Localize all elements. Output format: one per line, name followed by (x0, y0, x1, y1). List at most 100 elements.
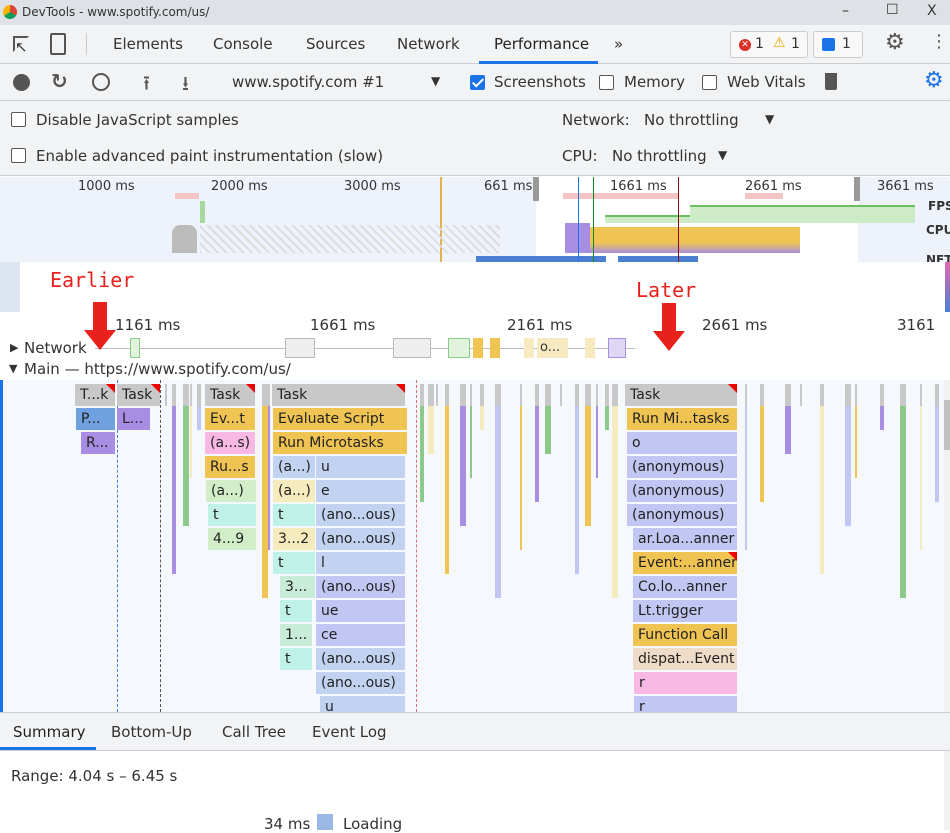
flame-slice[interactable] (268, 384, 270, 550)
screenshots-checkbox[interactable] (470, 75, 485, 90)
expand-triangle-icon[interactable]: ▶ (10, 341, 19, 354)
capture-settings-gear-icon[interactable]: ⚙ (924, 68, 944, 93)
inspect-element-icon[interactable]: ↖ (13, 36, 29, 56)
flame-slice[interactable] (855, 384, 857, 478)
close-button[interactable]: X (927, 3, 937, 19)
flame-slice[interactable] (545, 384, 551, 454)
flame-slice[interactable] (820, 384, 824, 574)
flame-slice[interactable] (190, 384, 192, 478)
flame-block[interactable]: 1... (280, 624, 312, 646)
flame-block[interactable]: u (316, 456, 405, 478)
flame-block[interactable]: (ano...ous) (316, 648, 405, 670)
flame-block[interactable]: (ano...ous) (316, 504, 405, 526)
flame-slice[interactable] (845, 384, 851, 526)
flame-block[interactable]: 3...2 (273, 528, 315, 550)
settings-gear-icon[interactable]: ⚙ (885, 30, 905, 55)
messages-badge[interactable]: 1 (813, 31, 863, 58)
flame-block[interactable]: Ev...t (205, 408, 255, 430)
flame-block[interactable]: t (273, 552, 315, 574)
flame-slice[interactable] (585, 384, 591, 526)
flame-slice[interactable] (575, 384, 579, 574)
reload-record-icon[interactable]: ↻ (51, 69, 68, 93)
collapse-triangle-icon[interactable]: ▼ (9, 362, 18, 375)
chevron-down-icon[interactable]: ▼ (718, 148, 728, 162)
flame-block[interactable]: t (280, 600, 312, 622)
flame-slice[interactable] (745, 384, 747, 550)
flame-slice[interactable] (785, 384, 791, 454)
tab-summary[interactable]: Summary (13, 723, 86, 741)
advanced-paint-checkbox[interactable] (11, 148, 26, 163)
main-track-header[interactable]: ▼ Main — https://www.spotify.com/us/ (0, 360, 945, 380)
flame-block[interactable]: Ru...s (205, 456, 255, 478)
timeline-overview[interactable]: 1000 ms 2000 ms 3000 ms 661 ms 1661 ms 2… (0, 177, 950, 262)
flame-slice[interactable] (520, 384, 522, 550)
flame-block[interactable]: Event:...anner (633, 552, 737, 574)
flame-block[interactable]: (ano...ous) (316, 576, 405, 598)
flame-block[interactable]: ce (316, 624, 405, 646)
flame-block[interactable]: P... (76, 408, 115, 430)
flame-block[interactable]: Evaluate Script (273, 408, 407, 430)
device-toolbar-icon[interactable] (50, 33, 66, 55)
flame-block[interactable]: Co.lo...anner (633, 576, 737, 598)
flame-slice[interactable] (900, 384, 906, 598)
selection-handle-right[interactable] (854, 177, 860, 201)
network-track[interactable]: ▶ Network o... (0, 338, 945, 360)
flame-scrollbar[interactable] (944, 380, 950, 712)
flame-slice[interactable] (165, 384, 167, 406)
tab-network[interactable]: Network (397, 35, 460, 53)
tab-event-log[interactable]: Event Log (312, 723, 387, 741)
flame-slice[interactable] (262, 384, 268, 598)
tab-call-tree[interactable]: Call Tree (222, 723, 287, 741)
record-button[interactable] (13, 74, 30, 91)
tab-sources[interactable]: Sources (306, 35, 366, 53)
flame-block[interactable]: Task (625, 384, 737, 406)
flame-block[interactable]: R... (81, 432, 115, 454)
flame-slice[interactable] (436, 384, 438, 406)
issues-badge[interactable]: ✕ 1 ⚠ 1 (730, 31, 808, 58)
chevron-down-icon[interactable]: ▼ (765, 112, 775, 126)
flame-block[interactable]: l (316, 552, 405, 574)
flame-slice[interactable] (460, 384, 466, 526)
flame-slice[interactable] (197, 384, 201, 430)
flame-block[interactable]: (anonymous) (627, 504, 737, 526)
flame-block[interactable]: (anonymous) (627, 480, 737, 502)
flame-block[interactable]: Task (272, 384, 405, 406)
tab-performance[interactable]: Performance (494, 35, 590, 53)
flame-slice[interactable] (596, 384, 598, 478)
flame-block[interactable]: (a...) (273, 456, 315, 478)
flame-block[interactable]: ar.Loa...anner (633, 528, 737, 550)
tab-elements[interactable]: Elements (113, 35, 183, 53)
trash-icon[interactable] (825, 73, 837, 90)
flame-block[interactable]: L... (117, 408, 150, 430)
flame-block[interactable]: (a...) (273, 480, 315, 502)
flame-block[interactable]: o (627, 432, 737, 454)
flame-slice[interactable] (612, 384, 618, 598)
maximize-button[interactable]: ☐ (886, 2, 899, 18)
flame-block[interactable]: Task (117, 384, 160, 406)
selection-handle-left[interactable] (533, 177, 539, 201)
flame-block[interactable]: (a...s) (205, 432, 255, 454)
flame-slice[interactable] (560, 384, 562, 406)
memory-checkbox[interactable] (599, 75, 614, 90)
flame-block[interactable]: Task (205, 384, 255, 406)
flame-block[interactable]: (anonymous) (627, 456, 737, 478)
flame-slice[interactable] (535, 384, 539, 502)
flame-block[interactable]: e (316, 480, 405, 502)
flame-block[interactable]: dispat...Event (633, 648, 737, 670)
flame-slice[interactable] (605, 384, 609, 430)
flame-slice[interactable] (935, 384, 939, 502)
flame-slice[interactable] (445, 384, 449, 574)
flame-slice[interactable] (470, 384, 472, 478)
flame-slice[interactable] (495, 384, 501, 598)
flame-block[interactable]: t (273, 504, 315, 526)
network-throttle-select[interactable]: No throttling (644, 111, 739, 129)
cpu-throttle-select[interactable]: No throttling (612, 147, 707, 165)
flame-slice[interactable] (172, 384, 176, 574)
summary-scrollbar[interactable] (944, 751, 950, 830)
clear-icon[interactable] (92, 73, 110, 91)
flame-block[interactable]: (a...) (206, 480, 256, 502)
upload-profile-icon[interactable]: ⭱ (143, 71, 150, 95)
flame-block[interactable]: u (320, 696, 405, 712)
chevron-down-icon[interactable]: ▼ (431, 74, 441, 88)
flame-block[interactable]: t (208, 504, 256, 526)
